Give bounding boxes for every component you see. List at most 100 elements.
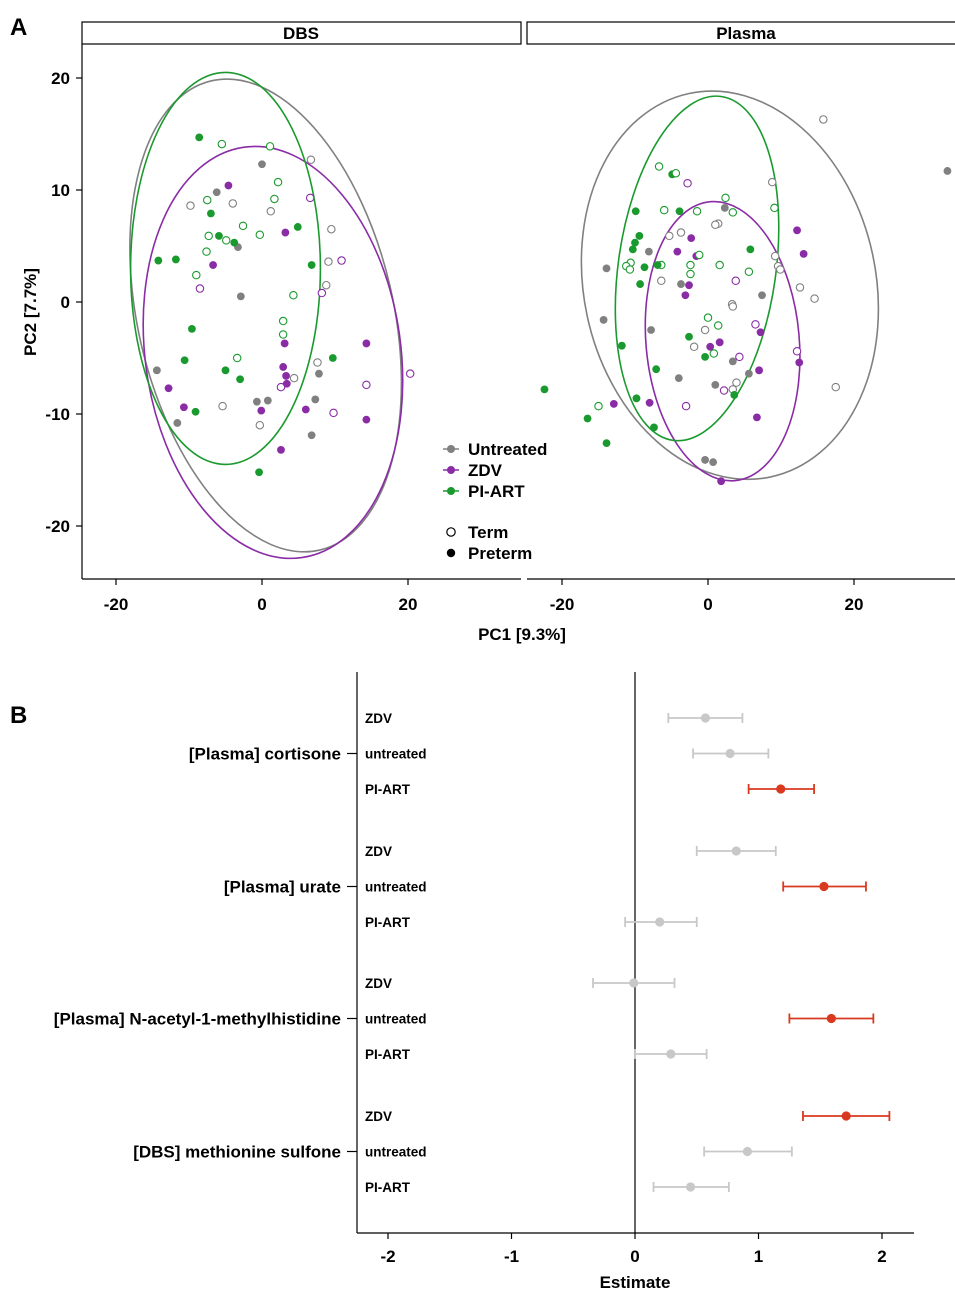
ellipse-plasma-zdv [644, 200, 801, 482]
point-plasma-piart-preterm [650, 423, 658, 432]
point-dbs-piart-preterm [221, 366, 230, 375]
point-plasma-zdv-preterm [687, 234, 696, 243]
point-dbs-untreated-preterm [258, 160, 266, 169]
ellipse-plasma-piart [614, 95, 780, 442]
point-plasma-untreated-term [711, 220, 720, 229]
estimate-point [742, 1146, 752, 1157]
point-plasma-piart-term [686, 260, 695, 270]
point-plasma-zdv-preterm [799, 249, 808, 258]
point-dbs-piart-term [278, 330, 288, 339]
point-plasma-untreated-preterm [602, 264, 611, 273]
point-dbs-piart-term [203, 195, 212, 205]
point-plasma-zdv-preterm [609, 400, 618, 408]
forest-group-label: [Plasma] cortisone [189, 745, 341, 764]
legend: Untreated ZDV PI-ART Term Preterm [443, 440, 547, 563]
point-plasma-piart-term [594, 401, 603, 411]
point-plasma-piart-term [728, 208, 738, 217]
point-plasma-piart-term [686, 269, 695, 279]
point-dbs-untreated-term [321, 280, 331, 290]
forest-plot: [Plasma] cortisone ZDV untreated PI-ART [Pla… [54, 672, 891, 1233]
point-dbs-untreated-term [266, 207, 276, 216]
point-dbs-untreated-term [228, 199, 238, 208]
facet-strip-dbs [81, 21, 522, 45]
legend-shape-term [446, 527, 456, 537]
ellipse-plasma-untreated [580, 90, 880, 481]
point-plasma-zdv-term [719, 386, 729, 395]
forest-group-label: [DBS] methionine sulfone [133, 1143, 341, 1162]
point-plasma-untreated-term [732, 378, 741, 387]
legend-dot-piart [447, 487, 455, 495]
legend-dot-zdv [447, 466, 455, 474]
point-dbs-untreated-term [306, 155, 316, 165]
point-plasma-untreated-preterm [701, 456, 709, 464]
forest-x-tick-label: -2 [380, 1247, 395, 1266]
point-plasma-piart-preterm [631, 238, 639, 247]
point-plasma-piart-preterm [583, 414, 592, 423]
y-tick-label: 10 [51, 181, 70, 200]
point-plasma-piart-term [671, 168, 681, 178]
y-tick-label: 20 [51, 69, 70, 88]
point-dbs-zdv-preterm [362, 339, 371, 348]
point-plasma-zdv-preterm [755, 366, 763, 375]
point-plasma-zdv-term [792, 347, 802, 356]
estimate-point [700, 713, 710, 723]
x-tick-group: -20 0 20 -20 0 20 [104, 579, 863, 614]
forest-x-tick-group: -2 -1 0 1 2 [380, 1233, 887, 1266]
point-plasma-zdv-term [681, 401, 691, 411]
forest-row-label: ZDV [365, 1109, 392, 1124]
legend-label-piart: PI-ART [468, 482, 525, 501]
point-dbs-zdv-term [276, 382, 286, 392]
x-tick-label: -20 [550, 595, 575, 614]
estimate-point [826, 1013, 836, 1024]
point-plasma-zdv-preterm [685, 281, 693, 290]
point-plasma-untreated-term [676, 228, 686, 237]
estimate-point [776, 784, 786, 794]
legend-dot-untreated [447, 445, 455, 453]
point-dbs-zdv-term [317, 288, 327, 298]
ellipse-dbs-zdv [142, 145, 404, 560]
panel-b-label: B [10, 702, 27, 729]
point-dbs-zdv-term [329, 408, 338, 418]
point-plasma-untreated-preterm [647, 326, 655, 334]
legend-label-zdv: ZDV [468, 461, 503, 480]
point-plasma-untreated-term [831, 382, 840, 392]
estimate-point [666, 1049, 676, 1059]
scatter-plasma [540, 90, 952, 486]
point-plasma-zdv-preterm [795, 358, 804, 367]
point-plasma-piart-preterm [631, 207, 640, 216]
point-dbs-piart-term [270, 194, 279, 204]
facet-strip-plasma [526, 21, 955, 45]
point-plasma-zdv-term [735, 352, 744, 362]
point-dbs-piart-term [202, 247, 211, 256]
point-plasma-zdv-term [751, 320, 760, 329]
point-plasma-untreated-term [810, 294, 819, 303]
forest-x-tick-label: -1 [504, 1247, 519, 1266]
point-dbs-piart-preterm [171, 255, 180, 264]
point-dbs-zdv-preterm [277, 445, 285, 454]
point-dbs-piart-preterm [215, 232, 223, 240]
point-dbs-zdv-preterm [280, 339, 289, 348]
point-plasma-untreated-preterm [709, 458, 718, 467]
point-plasma-piart-preterm [675, 207, 684, 216]
point-dbs-piart-preterm [207, 209, 215, 218]
forest-row-label: PI-ART [365, 1047, 411, 1062]
point-dbs-piart-term [265, 142, 275, 151]
point-dbs-piart-preterm [255, 468, 263, 477]
point-plasma-untreated-term [795, 283, 805, 292]
point-dbs-piart-preterm [195, 133, 204, 142]
point-plasma-untreated-term [776, 265, 785, 274]
x-axis-title: PC1 [9.3%] [478, 625, 566, 644]
point-dbs-piart-preterm [328, 354, 337, 362]
point-plasma-untreated-term [689, 342, 699, 352]
estimate-point [685, 1182, 696, 1192]
point-plasma-untreated-preterm [758, 291, 766, 300]
point-dbs-zdv-preterm [301, 405, 310, 414]
x-tick-label: 20 [399, 595, 418, 614]
point-plasma-piart-preterm [685, 332, 693, 341]
point-plasma-piart-term [703, 313, 713, 322]
legend-label-preterm: Preterm [468, 544, 532, 563]
estimate-point [819, 881, 829, 892]
point-dbs-untreated-preterm [315, 369, 323, 378]
point-plasma-piart-preterm [540, 385, 549, 394]
point-plasma-piart-term [654, 162, 664, 171]
